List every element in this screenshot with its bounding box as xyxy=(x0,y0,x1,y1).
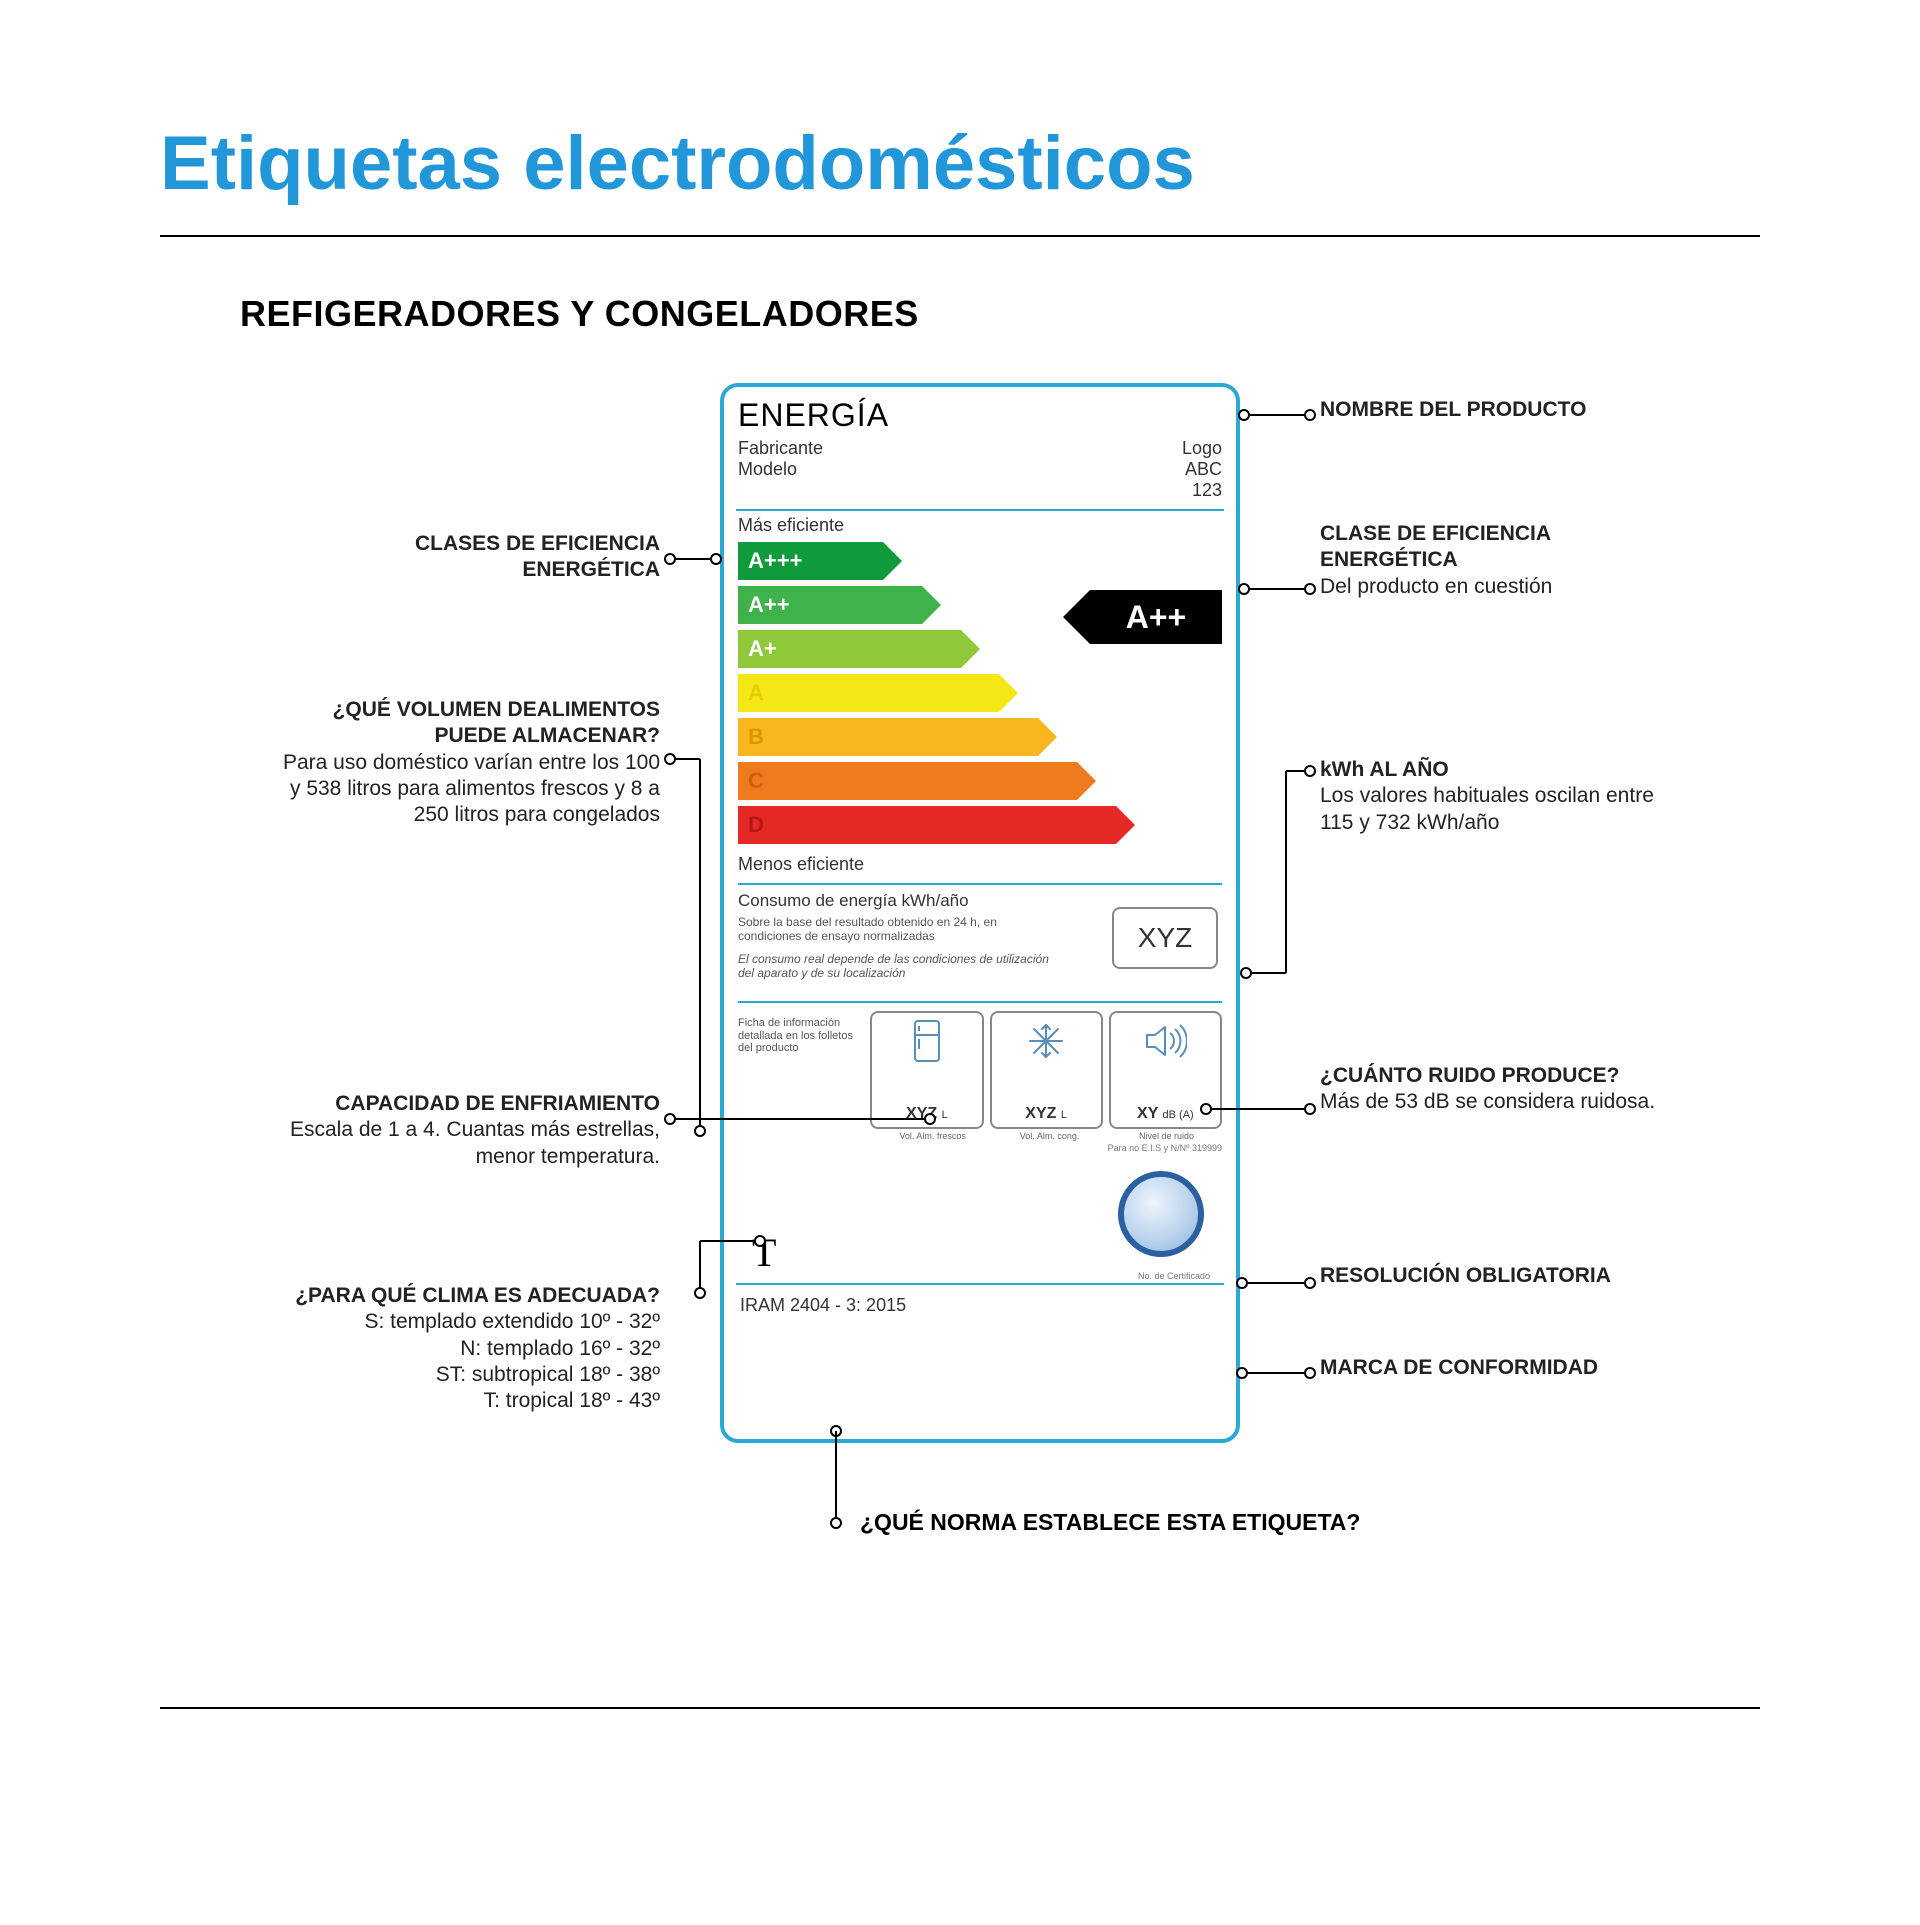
efficiency-bar-B: B xyxy=(738,718,1038,756)
consumption-sub: Sobre la base del resultado obtenido en … xyxy=(738,915,1038,944)
callout-right-5: MARCA DE CONFORMIDAD xyxy=(1320,1355,1680,1381)
label-header: Fabricante Modelo Logo ABC 123 xyxy=(738,438,1222,501)
bottom-rule xyxy=(160,1707,1760,1709)
norm-row: IRAM 2404 - 3: 2015 xyxy=(736,1283,1224,1316)
snowflake-icon xyxy=(1026,1019,1066,1063)
diagram: ENERGÍA Fabricante Modelo Logo ABC 123 M… xyxy=(160,371,1760,1651)
icon-box-fridge: XYZ L xyxy=(870,1011,983,1129)
seal-footnote: No. de Certificado xyxy=(1138,1271,1210,1281)
efficiency-bar-C: C xyxy=(738,762,1077,800)
callout-right-0: NOMBRE DEL PRODUCTO xyxy=(1320,397,1680,423)
callout-left-3: ¿PARA QUÉ CLIMA ES ADECUADA?S: templado … xyxy=(280,1283,660,1414)
header-logo: Logo xyxy=(1182,438,1222,459)
callout-right-2: kWh AL AÑOLos valores habituales oscilan… xyxy=(1320,757,1680,836)
footnote-right: Para no E.I.S y N/Nº 319999 xyxy=(738,1143,1222,1153)
fridge-icon xyxy=(913,1019,941,1063)
top-rule xyxy=(160,235,1760,237)
page-title: Etiquetas electrodomésticos xyxy=(160,120,1760,207)
efficiency-bar-A+: A+ xyxy=(738,630,961,668)
page-subtitle: REFIGERADORES Y CONGELADORES xyxy=(240,293,1760,335)
icon-row: Ficha de información detallada en los fo… xyxy=(738,1011,1222,1129)
header-abc: ABC xyxy=(1182,459,1222,480)
header-modelo: Modelo xyxy=(738,459,823,480)
header-123: 123 xyxy=(1182,480,1222,501)
energy-title: ENERGÍA xyxy=(738,397,1222,434)
sound-icon xyxy=(1143,1019,1187,1063)
efficiency-bar-A+++: A+++ xyxy=(738,542,883,580)
efficiency-bar-D: D xyxy=(738,806,1116,844)
less-efficient-label: Menos eficiente xyxy=(738,854,1222,875)
energy-label: ENERGÍA Fabricante Modelo Logo ABC 123 M… xyxy=(720,383,1240,1443)
callout-left-0: CLASES DE EFICIENCIA ENERGÉTICA xyxy=(280,531,660,584)
icon-caption: Vol. Alm. cong. xyxy=(994,1131,1105,1141)
consumption-value-box: XYZ xyxy=(1112,907,1218,969)
efficiency-bars: A+++ A++ A+ ABCD A++ xyxy=(738,542,1222,850)
label-bottom-area: No. de Certificado xyxy=(738,1153,1222,1283)
efficiency-bar-A++: A++ xyxy=(738,586,922,624)
efficiency-bar-A: A xyxy=(738,674,999,712)
callout-left-1: ¿QUÉ VOLUMEN DEALIMENTOS PUEDE ALMACENAR… xyxy=(280,697,660,828)
consumption-sub2: El consumo real depende de las condicion… xyxy=(738,952,1068,981)
callout-left-2: CAPACIDAD DE ENFRIAMIENTOEscala de 1 a 4… xyxy=(280,1091,660,1170)
class-badge: A++ xyxy=(1090,590,1222,644)
callout-right-3: ¿CUÁNTO RUIDO PRODUCE?Más de 53 dB se co… xyxy=(1320,1063,1680,1116)
conformity-seal-icon xyxy=(1118,1171,1204,1257)
bottom-question: ¿QUÉ NORMA ESTABLECE ESTA ETIQUETA? xyxy=(860,1509,1360,1536)
callout-right-1: CLASE DE EFICIENCIA ENERGÉTICADel produc… xyxy=(1320,521,1680,600)
header-fabricante: Fabricante xyxy=(738,438,823,459)
icon-caption: Vol. Alm. frescos xyxy=(877,1131,988,1141)
info-left-text: Ficha de información detallada en los fo… xyxy=(738,1011,864,1129)
icon-box-snowflake: XYZ L xyxy=(990,1011,1103,1129)
consumption-section: Consumo de energía kWh/año Sobre la base… xyxy=(738,883,1222,1003)
icon-caption: Nivel de ruido xyxy=(1111,1131,1222,1141)
callout-right-4: RESOLUCIÓN OBLIGATORIA xyxy=(1320,1263,1680,1289)
more-efficient-label: Más eficiente xyxy=(738,515,1222,536)
